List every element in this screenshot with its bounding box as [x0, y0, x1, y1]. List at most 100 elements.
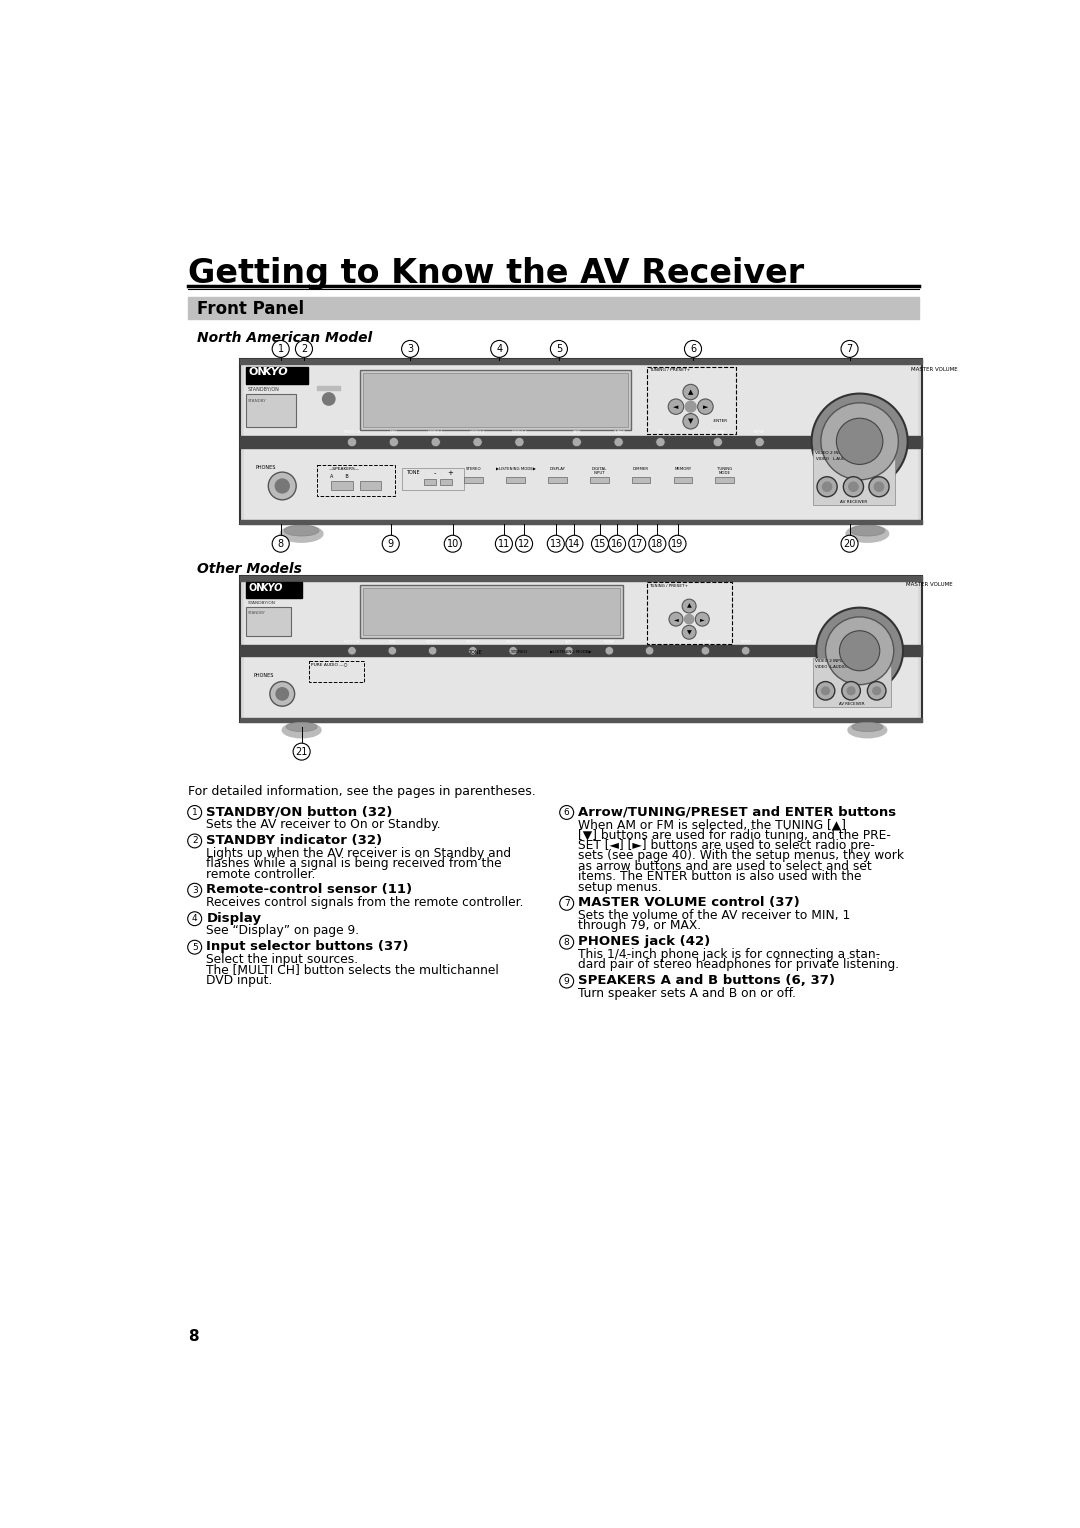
Circle shape — [841, 341, 859, 358]
Circle shape — [515, 535, 532, 552]
Text: 4: 4 — [192, 914, 198, 923]
Text: TUNING / PRESET+: TUNING / PRESET+ — [649, 584, 688, 588]
Bar — [240, 359, 921, 364]
Text: flashes while a signal is being received from the: flashes while a signal is being received… — [206, 857, 502, 869]
Text: STEREO: STEREO — [511, 649, 528, 654]
Bar — [318, 387, 340, 390]
Text: STEREO: STEREO — [465, 466, 482, 471]
Bar — [244, 656, 917, 718]
Circle shape — [323, 393, 335, 405]
Text: 14: 14 — [568, 539, 581, 549]
Text: Sets the AV receiver to On or Standby.: Sets the AV receiver to On or Standby. — [206, 817, 441, 831]
Text: Receives control signals from the remote controller.: Receives control signals from the remote… — [206, 895, 524, 909]
Circle shape — [841, 681, 861, 700]
Text: —SPEAKERS—: —SPEAKERS— — [328, 466, 360, 471]
Circle shape — [698, 399, 713, 414]
Circle shape — [566, 535, 583, 552]
Circle shape — [559, 975, 573, 989]
Text: ◄: ◄ — [673, 403, 678, 410]
Bar — [360, 585, 623, 637]
Text: North American Model: North American Model — [197, 332, 373, 345]
Text: TAPE: TAPE — [565, 640, 573, 643]
Circle shape — [683, 414, 699, 429]
Ellipse shape — [281, 526, 323, 542]
Circle shape — [685, 402, 697, 413]
Text: VIDEO 2: VIDEO 2 — [467, 640, 480, 643]
Circle shape — [875, 483, 883, 492]
Text: Front Panel: Front Panel — [197, 301, 305, 318]
Text: SETUP: SETUP — [741, 640, 751, 643]
Text: Select the input sources.: Select the input sources. — [206, 953, 359, 966]
Circle shape — [296, 341, 312, 358]
Circle shape — [839, 631, 880, 671]
Text: 9: 9 — [564, 976, 569, 986]
Circle shape — [701, 646, 710, 656]
Text: -: - — [433, 469, 436, 475]
Text: +: + — [447, 469, 454, 475]
Text: TUNER: TUNER — [612, 431, 624, 434]
Text: ►: ► — [703, 403, 708, 410]
Circle shape — [188, 805, 202, 819]
Circle shape — [559, 935, 573, 949]
Text: Sets the volume of the AV receiver to MIN, 1: Sets the volume of the AV receiver to MI… — [578, 909, 851, 921]
Text: CD: CD — [647, 640, 652, 643]
Text: Display: Display — [206, 912, 261, 924]
Text: 2: 2 — [192, 836, 198, 845]
Text: TONE: TONE — [469, 649, 482, 656]
Text: STANDBY indicator (32): STANDBY indicator (32) — [206, 834, 382, 847]
Text: VIDEO 2 INPUT: VIDEO 2 INPUT — [814, 659, 845, 663]
Bar — [647, 367, 735, 434]
Bar — [715, 477, 734, 483]
Circle shape — [869, 477, 889, 497]
Bar — [363, 588, 620, 634]
Text: STANDBY/ON button (32): STANDBY/ON button (32) — [206, 805, 393, 819]
Bar — [188, 298, 919, 319]
Text: Input selector buttons (37): Input selector buttons (37) — [206, 940, 409, 953]
Text: TONE: TONE — [406, 469, 420, 475]
Text: ▶LISTENING MODE▶: ▶LISTENING MODE▶ — [550, 649, 591, 654]
Bar — [244, 448, 917, 520]
Text: SPEAKERS A and B buttons (6, 37): SPEAKERS A and B buttons (6, 37) — [578, 975, 835, 987]
Text: 7: 7 — [847, 344, 853, 354]
Bar — [424, 480, 436, 486]
Text: 8: 8 — [564, 938, 569, 947]
Text: This 1/4-inch phone jack is for connecting a stan-: This 1/4-inch phone jack is for connecti… — [578, 947, 880, 961]
Text: KYO: KYO — [260, 584, 283, 593]
Text: 21: 21 — [296, 747, 308, 756]
Circle shape — [683, 599, 697, 613]
Circle shape — [565, 646, 573, 656]
Text: A        B: A B — [329, 474, 348, 480]
Text: STANDBY/ON: STANDBY/ON — [247, 601, 275, 605]
Text: TUNING / PRESET+: TUNING / PRESET+ — [649, 368, 690, 373]
Circle shape — [270, 681, 295, 706]
Bar — [464, 477, 483, 483]
Text: 1: 1 — [192, 808, 198, 817]
Circle shape — [742, 646, 750, 656]
Text: MULTI CH: MULTI CH — [343, 431, 361, 434]
Bar — [240, 359, 921, 524]
Text: Turn speaker sets A and B on or off.: Turn speaker sets A and B on or off. — [578, 987, 796, 999]
Text: 5: 5 — [556, 344, 562, 354]
Circle shape — [825, 617, 894, 685]
Text: SETUP: SETUP — [754, 431, 766, 434]
Text: 4: 4 — [496, 344, 502, 354]
Text: PHONES jack (42): PHONES jack (42) — [578, 935, 711, 949]
Text: VIDEO 2: VIDEO 2 — [470, 431, 485, 434]
Text: VIDEO 2 INPUT: VIDEO 2 INPUT — [814, 451, 847, 455]
Text: MASTER VOLUME: MASTER VOLUME — [910, 367, 957, 371]
Text: 16: 16 — [611, 539, 623, 549]
Bar — [813, 449, 894, 506]
Text: ON: ON — [248, 367, 268, 377]
Text: 6: 6 — [564, 808, 569, 817]
Text: STANDBY/ON: STANDBY/ON — [247, 387, 280, 391]
Text: 9: 9 — [388, 539, 394, 549]
Bar — [246, 582, 301, 597]
Text: ▼: ▼ — [687, 630, 691, 634]
Text: 5: 5 — [192, 943, 198, 952]
Text: [▼] buttons are used for radio tuning, and the PRE-: [▼] buttons are used for radio tuning, a… — [578, 828, 891, 842]
Bar — [647, 582, 732, 643]
Text: 3: 3 — [192, 886, 198, 895]
Text: CD: CD — [658, 431, 663, 434]
Text: 18: 18 — [651, 539, 663, 549]
Text: PURE AUDIO —○: PURE AUDIO —○ — [311, 662, 348, 666]
